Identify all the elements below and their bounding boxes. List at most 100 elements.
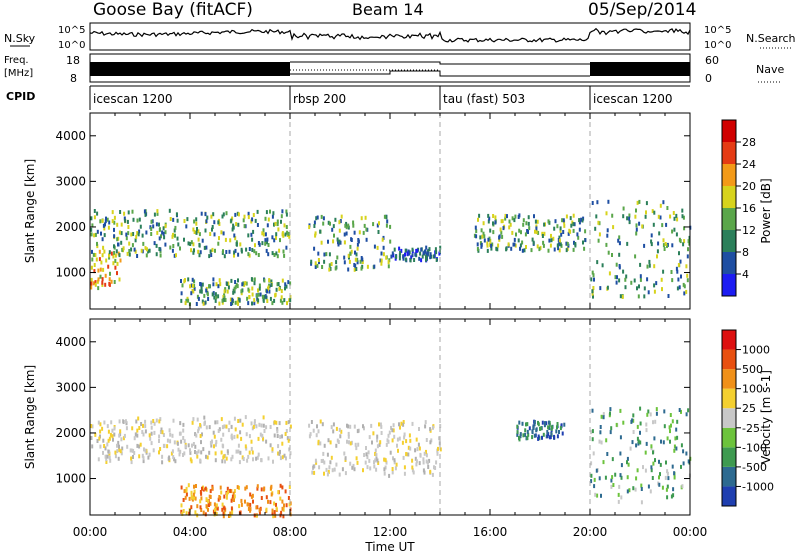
data-cell xyxy=(264,238,267,243)
data-cell xyxy=(655,411,658,416)
data-cell xyxy=(638,221,641,226)
data-cell xyxy=(319,419,322,424)
data-cell xyxy=(388,430,391,435)
data-cell xyxy=(489,228,492,233)
data-cell xyxy=(553,434,556,439)
data-cell xyxy=(126,444,129,449)
data-cell xyxy=(425,453,428,458)
data-cell xyxy=(172,418,175,423)
data-cell xyxy=(618,484,621,489)
data-cell xyxy=(200,440,202,445)
data-cell xyxy=(606,285,609,290)
data-cell xyxy=(573,222,576,227)
data-cell xyxy=(573,240,575,245)
data-cell xyxy=(569,229,572,234)
data-cell xyxy=(650,233,653,238)
data-cell xyxy=(387,433,390,438)
data-cell xyxy=(350,237,353,242)
data-cell xyxy=(237,278,239,283)
data-cell xyxy=(253,277,256,282)
data-cell xyxy=(483,234,486,239)
data-cell xyxy=(609,411,611,416)
data-cell xyxy=(285,420,288,425)
data-cell xyxy=(352,220,355,225)
data-cell xyxy=(279,456,282,461)
data-cell xyxy=(678,408,681,412)
data-cell xyxy=(250,439,253,444)
data-cell xyxy=(521,248,524,253)
data-cell xyxy=(519,434,522,439)
data-cell xyxy=(230,433,233,438)
data-cell xyxy=(558,235,561,240)
data-cell xyxy=(430,254,433,259)
data-cell xyxy=(482,221,485,226)
data-cell xyxy=(141,233,144,238)
data-cell xyxy=(501,219,504,224)
data-cell xyxy=(653,289,656,294)
data-cell xyxy=(645,422,648,427)
x-tick-label-3: 12:00 xyxy=(373,525,408,539)
data-cell xyxy=(675,446,678,451)
data-cell xyxy=(371,440,373,445)
data-cell xyxy=(645,201,648,206)
data-cell xyxy=(139,442,142,447)
data-cell xyxy=(201,238,204,243)
data-cell xyxy=(650,444,653,449)
data-cell xyxy=(435,258,438,262)
data-cell xyxy=(139,224,142,229)
y-tick-label-2: 3000 xyxy=(55,174,86,188)
data-cell xyxy=(645,428,648,433)
data-cell xyxy=(288,234,291,239)
data-cell xyxy=(659,462,662,467)
data-cell xyxy=(235,242,238,246)
data-cell xyxy=(661,485,664,490)
data-cell xyxy=(264,294,267,299)
data-cell xyxy=(238,297,241,302)
data-cell xyxy=(653,436,656,441)
data-cell xyxy=(527,215,530,220)
data-cell xyxy=(217,241,220,246)
data-cell xyxy=(391,428,394,433)
data-cell xyxy=(136,428,139,433)
data-cell xyxy=(260,496,263,500)
data-cell xyxy=(123,216,126,221)
data-cell xyxy=(182,428,185,433)
data-cell xyxy=(240,502,243,507)
data-cell xyxy=(150,431,153,436)
data-cell xyxy=(205,288,208,293)
data-cell xyxy=(656,249,659,254)
data-cell xyxy=(164,224,167,229)
data-cell xyxy=(230,278,233,283)
data-cell xyxy=(679,259,682,264)
data-cell xyxy=(326,452,329,457)
data-cell xyxy=(435,250,438,255)
data-cell xyxy=(126,251,129,256)
data-cell xyxy=(475,234,478,239)
data-cell xyxy=(108,220,111,225)
data-cell xyxy=(619,435,622,440)
data-cell xyxy=(676,286,679,291)
data-cell xyxy=(565,248,568,253)
data-cell xyxy=(123,433,126,438)
colorbar-tick-label-2: 100 xyxy=(742,383,763,396)
data-cell xyxy=(284,286,286,291)
data-cell xyxy=(271,251,274,256)
data-cell xyxy=(657,481,660,486)
data-cell xyxy=(183,489,186,494)
data-cell xyxy=(275,232,278,237)
data-cell xyxy=(593,477,596,482)
data-cell xyxy=(133,247,136,252)
data-cell xyxy=(204,212,207,217)
data-cell xyxy=(152,224,155,229)
data-cell xyxy=(131,243,134,248)
colorbar-tick-label-0: 4 xyxy=(742,268,749,281)
data-cell xyxy=(198,253,201,258)
data-cell xyxy=(241,422,244,427)
data-cell xyxy=(176,218,179,223)
data-cell xyxy=(188,496,191,501)
data-cell xyxy=(187,298,190,303)
data-cell xyxy=(197,449,200,454)
data-cell xyxy=(505,246,508,251)
data-cell xyxy=(283,453,286,458)
data-cell xyxy=(596,200,599,205)
